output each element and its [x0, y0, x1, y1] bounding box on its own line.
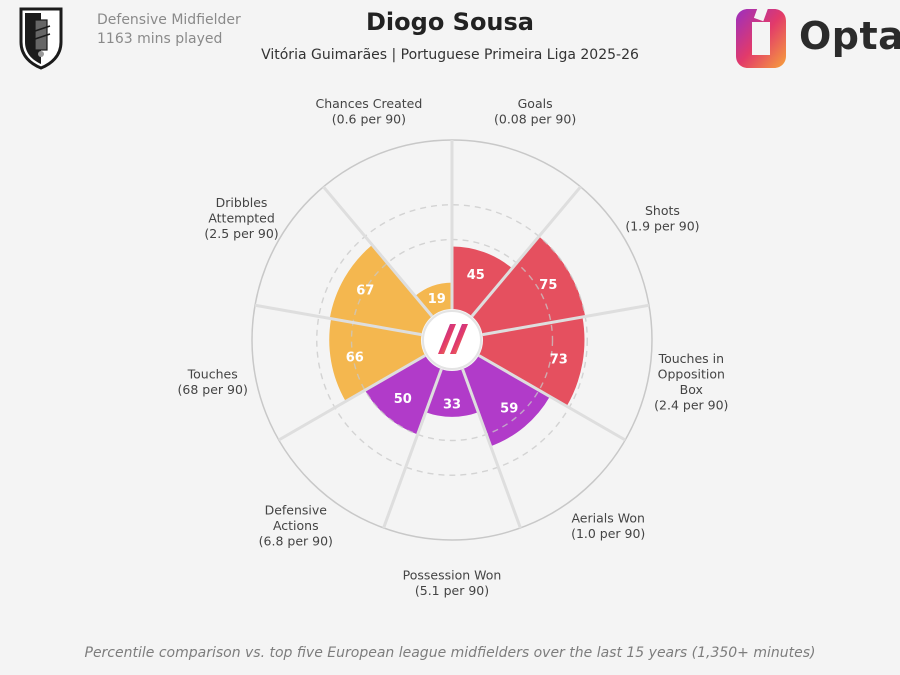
category-label-shots: Shots (1.9 per 90) — [625, 203, 699, 234]
club-crest-icon — [19, 7, 63, 70]
center-mark-icon — [450, 324, 468, 354]
category-label-defensive-actions: Defensive Actions (6.8 per 90) — [259, 503, 333, 549]
opta-logo-icon — [736, 6, 786, 68]
radar-spoke — [478, 354, 626, 442]
radar-spoke — [278, 354, 426, 442]
category-label-aerials-won: Aerials Won (1.0 per 90) — [571, 510, 645, 541]
radar-spoke — [254, 303, 422, 337]
team-league: Vitória Guimarães | Portuguese Primeira … — [261, 47, 639, 63]
minutes-played: 1163 mins played — [97, 31, 223, 47]
percentile-ring-50 — [350, 238, 554, 442]
player-name: Diogo Sousa — [366, 8, 534, 36]
category-label-goals: Goals (0.08 per 90) — [494, 96, 576, 127]
value-label-touches-in-opposition-box: 73 — [550, 352, 568, 367]
value-label-possession-won: 33 — [443, 397, 461, 412]
radar-spoke — [482, 303, 650, 337]
center-mark-icon — [438, 324, 456, 354]
value-label-defensive-actions: 50 — [394, 392, 412, 407]
value-label-chances-created: 19 — [428, 292, 446, 307]
percentile-ring-75 — [316, 204, 588, 476]
value-label-goals: 45 — [467, 268, 485, 283]
footnote: Percentile comparison vs. top five Europ… — [84, 645, 816, 661]
radar-spoke — [382, 368, 443, 529]
category-label-possession-won: Possession Won (5.1 per 90) — [403, 567, 502, 598]
radar-spoke — [322, 185, 434, 318]
bar-chances-created — [415, 282, 452, 317]
opta-wordmark: Opta — [799, 14, 900, 58]
bar-possession-won — [425, 369, 479, 417]
category-label-touches: Touches (68 per 90) — [178, 366, 248, 397]
value-label-touches: 66 — [346, 351, 364, 366]
value-label-aerials-won: 59 — [500, 402, 518, 417]
bar-aerials-won — [462, 355, 550, 447]
bar-defensive-actions — [364, 355, 442, 435]
player-meta: Defensive Midfielder 1163 mins played — [97, 11, 241, 49]
radar-spoke — [470, 185, 582, 318]
value-label-shots: 75 — [539, 278, 557, 293]
radar-center — [422, 310, 482, 370]
category-label-dribbles-attempted: Dribbles Attempted (2.5 per 90) — [204, 195, 278, 241]
category-label-touches-in-opposition-box: Touches in Opposition Box (2.4 per 90) — [654, 351, 728, 413]
radar-spoke — [461, 368, 522, 529]
player-position: Defensive Midfielder — [97, 12, 241, 28]
bar-goals — [452, 246, 513, 317]
value-label-dribbles-attempted: 67 — [356, 283, 374, 298]
bar-shots — [471, 236, 586, 335]
bar-touches — [329, 318, 426, 402]
bar-touches-in-opposition-box — [478, 316, 585, 407]
category-label-chances-created: Chances Created (0.6 per 90) — [316, 96, 423, 127]
